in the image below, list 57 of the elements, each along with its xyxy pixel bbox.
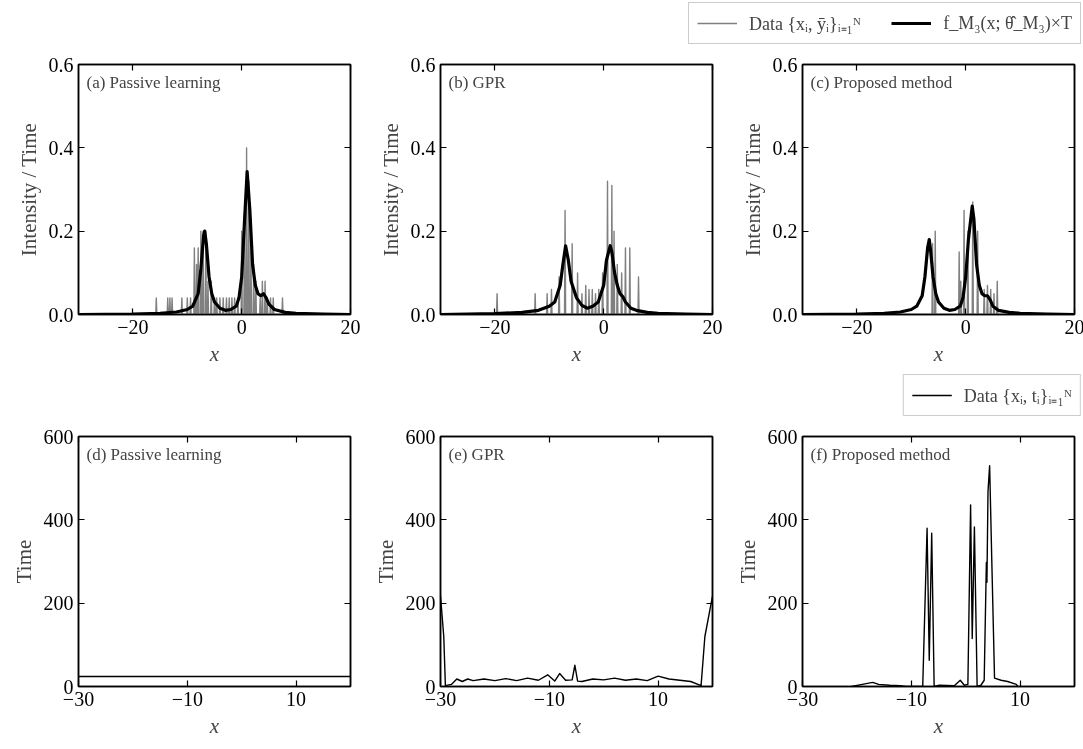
y-axis-title: Time xyxy=(735,539,760,584)
x-tick-label: 20 xyxy=(1064,315,1083,338)
x-axis-title: x xyxy=(570,713,582,738)
text: (a) Passive learning xyxy=(86,72,222,92)
x-axis-title: x xyxy=(570,341,582,366)
x-tick-label: 0 xyxy=(236,315,247,338)
text: (e) GPR xyxy=(448,444,506,464)
y-tick-label: 0.6 xyxy=(48,53,74,76)
x-tick-label: 10 xyxy=(286,687,307,710)
x-axis-title: x xyxy=(208,713,220,738)
y-tick-label: 0.4 xyxy=(410,136,436,159)
x-tick-label: 0 xyxy=(598,315,609,338)
text: (d) Passive learning xyxy=(86,444,223,464)
y-axis-title: Intensity / Time xyxy=(378,123,403,257)
x-tick-label: −20 xyxy=(479,315,511,338)
x-tick-label: 10 xyxy=(648,687,669,710)
y-axis-title: Time xyxy=(11,539,36,584)
y-tick-label: 600 xyxy=(43,425,74,448)
y-tick-label: 400 xyxy=(405,508,436,531)
x-tick-label: 20 xyxy=(340,315,361,338)
y-tick-label: 200 xyxy=(767,592,798,615)
y-axis-title: Intensity / Time xyxy=(16,123,41,257)
x-axis-title: x xyxy=(208,341,220,366)
x-tick-label: −20 xyxy=(117,315,149,338)
legend-label: f_M₃(x; θ̂_M₃)×T xyxy=(943,12,1072,34)
y-tick-label: 0.2 xyxy=(48,220,74,243)
y-tick-label: 0.6 xyxy=(410,53,436,76)
y-tick-label: 0.6 xyxy=(772,53,798,76)
y-tick-label: 600 xyxy=(767,425,798,448)
x-tick-label: −20 xyxy=(841,315,873,338)
x-tick-label: 20 xyxy=(702,315,723,338)
x-tick-label: −10 xyxy=(171,687,203,710)
x-tick-label: −10 xyxy=(895,687,927,710)
x-axis-title: x xyxy=(932,713,944,738)
text: (b) GPR xyxy=(448,72,507,92)
x-axis-title: x xyxy=(932,341,944,366)
text: (c) Proposed method xyxy=(810,72,953,92)
y-tick-label: 400 xyxy=(43,508,74,531)
x-tick-label: 0 xyxy=(960,315,971,338)
y-tick-label: 0.0 xyxy=(48,303,74,326)
text: (f) Proposed method xyxy=(810,444,951,464)
y-tick-label: 200 xyxy=(405,592,436,615)
x-tick-label: 10 xyxy=(1010,687,1031,710)
x-tick-label: −10 xyxy=(533,687,565,710)
y-tick-label: 0.0 xyxy=(772,303,798,326)
legend-label: Data {xᵢ, ȳᵢ}ᵢ₌₁ᴺ xyxy=(748,13,862,35)
legend-label: Data {xᵢ, tᵢ}ᵢ₌₁ᴺ xyxy=(963,385,1072,407)
y-tick-label: 400 xyxy=(767,508,798,531)
y-tick-label: 600 xyxy=(405,425,436,448)
y-tick-label: 0.2 xyxy=(772,220,798,243)
y-tick-label: 0.4 xyxy=(772,136,798,159)
y-axis-title: Time xyxy=(373,539,398,584)
y-tick-label: 0.4 xyxy=(48,136,74,159)
y-tick-label: 200 xyxy=(43,592,74,615)
y-tick-label: 0.2 xyxy=(410,220,436,243)
y-tick-label: 0.0 xyxy=(410,303,436,326)
y-axis-title: Intensity / Time xyxy=(740,123,765,257)
